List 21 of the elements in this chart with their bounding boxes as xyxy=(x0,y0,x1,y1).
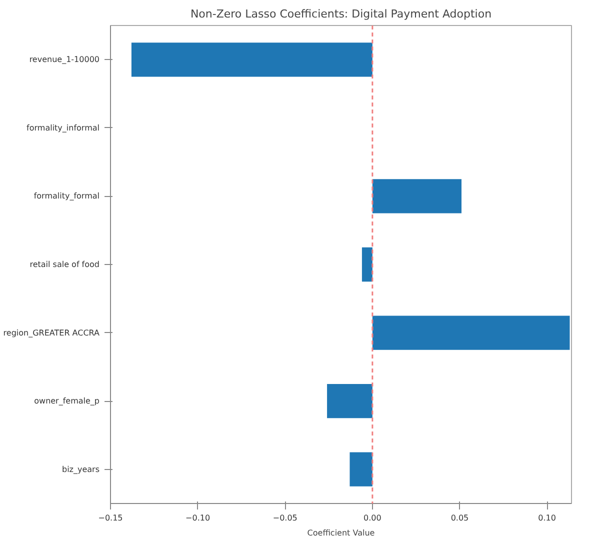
y-tick-label: formality_informal xyxy=(26,123,100,132)
chart-title: Non-Zero Lasso Coefficients: Digital Payment Adoption xyxy=(190,8,492,20)
y-tick-label: formality_formal xyxy=(34,192,100,201)
bar xyxy=(131,42,372,77)
bar xyxy=(327,384,372,418)
bar xyxy=(372,179,462,214)
x-tick-label: 0.05 xyxy=(450,514,469,522)
y-tick-label: owner_female_p xyxy=(34,396,100,406)
x-tick-label: −0.15 xyxy=(98,514,123,522)
y-tick-label: revenue_1-10000 xyxy=(29,55,100,64)
y-tick-label: region_GREATER ACCRA xyxy=(3,328,100,338)
bar xyxy=(350,452,372,486)
x-tick-label: 0.00 xyxy=(364,514,382,522)
bar xyxy=(372,316,570,350)
y-tick-label: biz_years xyxy=(62,464,100,474)
x-tick-label: 0.10 xyxy=(538,514,556,522)
x-axis-title: Coefficient Value xyxy=(307,528,375,538)
y-tick-label: retail sale of food xyxy=(30,260,100,269)
x-tick-label: −0.10 xyxy=(186,514,210,522)
bar xyxy=(362,247,372,282)
x-tick-label: −0.05 xyxy=(272,514,298,522)
